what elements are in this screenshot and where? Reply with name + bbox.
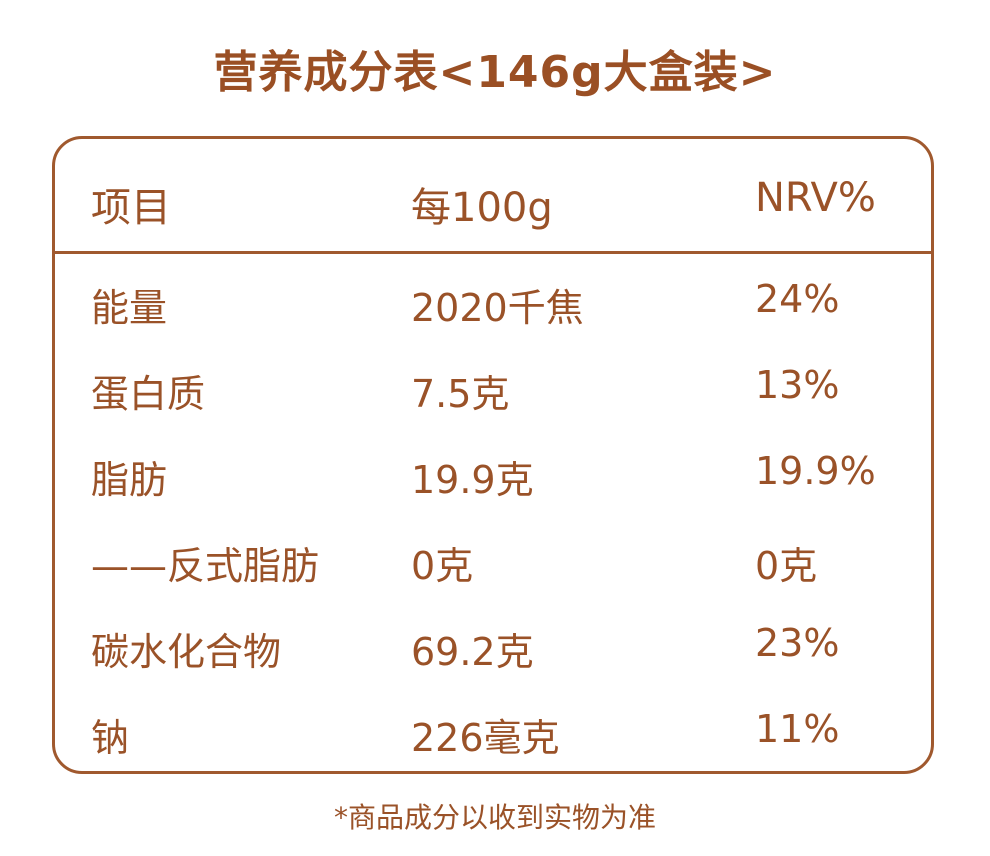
row-value: 0克 — [411, 544, 474, 588]
table-row: 脂肪 19.9克 19.9% — [55, 431, 931, 517]
row-nrv: 24% — [755, 277, 840, 321]
table-row: ——反式脂肪 0克 0克 — [55, 517, 931, 603]
row-nrv: 23% — [755, 621, 840, 665]
table-row: 碳水化合物 69.2克 23% — [55, 603, 931, 689]
row-value: 7.5克 — [411, 372, 510, 416]
table-row: 能量 2020千焦 24% — [55, 259, 931, 345]
row-value: 2020千焦 — [411, 286, 584, 330]
header-item: 项目 — [91, 185, 171, 231]
row-label: 脂肪 — [91, 458, 168, 502]
table-row: 蛋白质 7.5克 13% — [55, 345, 931, 431]
row-label: 能量 — [91, 286, 168, 330]
row-label: ——反式脂肪 — [91, 544, 320, 588]
table-row: 钠 226毫克 11% — [55, 689, 931, 775]
row-value: 19.9克 — [411, 458, 534, 502]
row-label: 蛋白质 — [91, 372, 206, 416]
header-nrv: NRV% — [755, 175, 876, 221]
row-label: 钠 — [91, 716, 130, 760]
row-nrv: 0克 — [755, 544, 818, 588]
page-title: 营养成分表<146g大盒装> — [213, 47, 777, 98]
table-header: 项目 每100g NRV% — [55, 139, 931, 254]
row-nrv: 13% — [755, 363, 840, 407]
row-nrv: 11% — [755, 707, 840, 751]
header-per-100g: 每100g — [411, 185, 553, 231]
row-nrv: 19.9% — [755, 449, 876, 493]
footnote: *商品成分以收到实物为准 — [333, 801, 656, 834]
nutrition-table: 项目 每100g NRV% 能量 2020千焦 24% 蛋白质 7.5克 13%… — [52, 136, 934, 774]
row-label: 碳水化合物 — [91, 630, 282, 674]
row-value: 226毫克 — [411, 716, 560, 760]
row-value: 69.2克 — [411, 630, 534, 674]
